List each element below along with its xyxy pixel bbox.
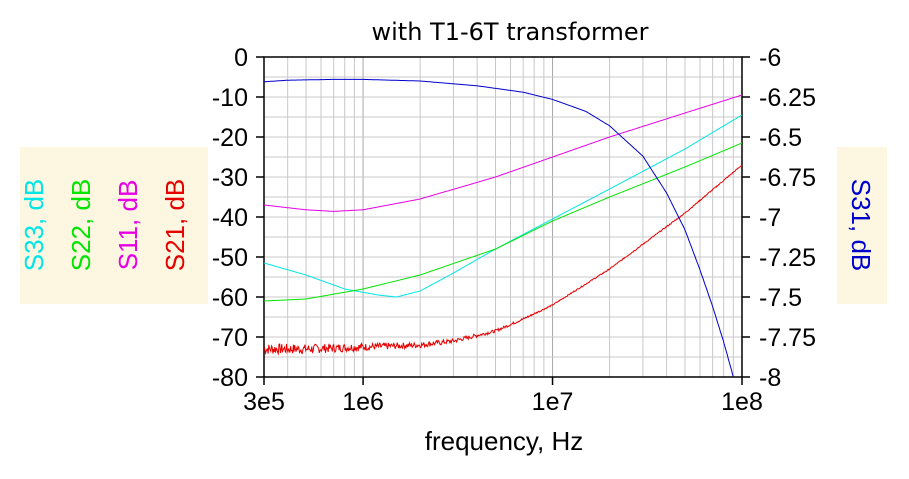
y-left-tick-label: -10 (212, 84, 248, 112)
y-left-tick-label: 0 (234, 44, 248, 72)
x-tick-label: 1e7 (532, 388, 574, 416)
y-right-tick-label: -7.75 (759, 324, 816, 352)
right-axis-label: S31, dB (837, 147, 887, 304)
series-line-s33-db (263, 114, 743, 298)
x-tick-label: 1e6 (342, 388, 384, 416)
y-right-tick-label: -6.75 (759, 164, 816, 192)
y-right-tick-label: -7.25 (759, 244, 816, 272)
y-left-tick-label: -50 (212, 244, 248, 272)
y-right-tick-label: -7 (759, 204, 781, 232)
left-axis-label: S33, dB (19, 179, 49, 272)
y-left-tick-label: -40 (212, 204, 248, 232)
left-axis-label: S11, dB (113, 180, 143, 271)
y-left-tick-label: -80 (212, 364, 248, 392)
y-right-tick-label: -6 (759, 44, 781, 72)
series-line-s31-db (264, 78, 734, 377)
ticks: 3e5 1e6 1e7 1e8 0 -10 -20 -30 -40 -50 -60 -70 -80 -6 -… (212, 44, 816, 416)
y-right-tick-label: -6.25 (759, 84, 816, 112)
x-tick-label: 1e8 (721, 388, 763, 416)
y-left-tick-label: -70 (212, 324, 248, 352)
series-line-s21-db (263, 164, 743, 356)
left-axis-label: S22, dB (66, 179, 96, 272)
right-label-box (837, 147, 887, 304)
y-right-tick-label: -7.5 (759, 284, 802, 312)
right-axis-label: S31, dB (846, 179, 876, 272)
left-axis-label: S21, dB (160, 179, 190, 272)
series-line-s22-db (264, 142, 743, 302)
y-right-tick-label: -6.5 (759, 124, 802, 152)
left-axis-labels: S33, dB S22, dB S11, dB S21, dB (19, 147, 208, 304)
y-left-tick-label: -30 (212, 164, 248, 192)
chart-title: with T1-6T transformer (372, 18, 649, 46)
grid (263, 56, 743, 378)
y-left-tick-label: -20 (212, 124, 248, 152)
series-line-s11-db (263, 94, 743, 212)
y-left-tick-label: -60 (212, 284, 248, 312)
y-right-tick-label: -8 (759, 364, 781, 392)
series-layer (263, 78, 743, 377)
left-label-box (20, 147, 208, 304)
x-axis-label: frequency, Hz (425, 426, 583, 456)
x-tick-label: 3e5 (243, 388, 285, 416)
